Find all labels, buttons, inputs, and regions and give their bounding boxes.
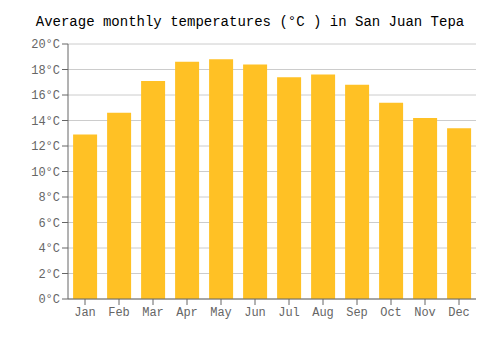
svg-text:Dec: Dec bbox=[448, 306, 470, 320]
svg-text:Aug: Aug bbox=[312, 306, 334, 320]
svg-text:4°C: 4°C bbox=[38, 242, 60, 256]
svg-text:16°C: 16°C bbox=[31, 89, 60, 103]
svg-text:Nov: Nov bbox=[414, 306, 436, 320]
svg-text:May: May bbox=[210, 306, 232, 320]
svg-text:20°C: 20°C bbox=[31, 38, 60, 52]
svg-text:Apr: Apr bbox=[176, 306, 198, 320]
svg-text:12°C: 12°C bbox=[31, 140, 60, 154]
svg-text:10°C: 10°C bbox=[31, 166, 60, 180]
svg-text:18°C: 18°C bbox=[31, 64, 60, 78]
svg-text:Jan: Jan bbox=[74, 306, 96, 320]
svg-text:6°C: 6°C bbox=[38, 217, 60, 231]
svg-text:0°C: 0°C bbox=[38, 293, 60, 307]
html-text:Average monthly temperatures (: Average monthly temperatures (°C ) in Sa… bbox=[35, 14, 465, 30]
svg-text:Jul: Jul bbox=[278, 306, 300, 320]
svg-text:Feb: Feb bbox=[108, 306, 130, 320]
svg-text:Oct: Oct bbox=[380, 306, 402, 320]
svg-text:Jun: Jun bbox=[244, 306, 266, 320]
svg-text:2°C: 2°C bbox=[38, 268, 60, 282]
svg-text:14°C: 14°C bbox=[31, 115, 60, 129]
svg-text:Mar: Mar bbox=[142, 306, 164, 320]
svg-text:8°C: 8°C bbox=[38, 191, 60, 205]
svg-text:Sep: Sep bbox=[346, 306, 368, 320]
